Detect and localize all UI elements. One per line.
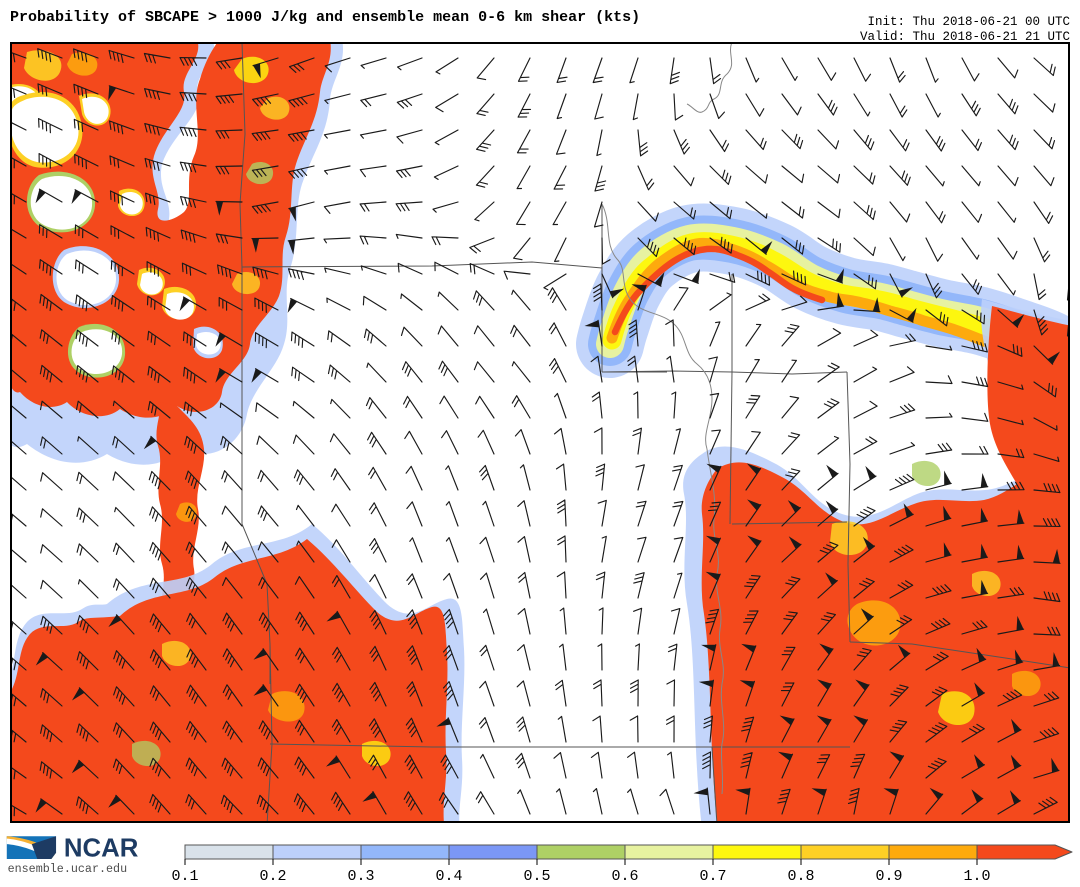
svg-text:0.9: 0.9	[875, 868, 902, 885]
svg-text:NCAR: NCAR	[64, 835, 139, 863]
svg-text:0.4: 0.4	[435, 868, 462, 885]
svg-text:ensemble.ucar.edu: ensemble.ucar.edu	[8, 862, 128, 876]
svg-text:0.7: 0.7	[699, 868, 726, 885]
svg-text:0.5: 0.5	[523, 868, 550, 885]
svg-text:0.6: 0.6	[611, 868, 638, 885]
svg-text:0.8: 0.8	[787, 868, 814, 885]
svg-text:1.0: 1.0	[963, 868, 990, 885]
svg-text:0.2: 0.2	[259, 868, 286, 885]
svg-text:0.3: 0.3	[347, 868, 374, 885]
